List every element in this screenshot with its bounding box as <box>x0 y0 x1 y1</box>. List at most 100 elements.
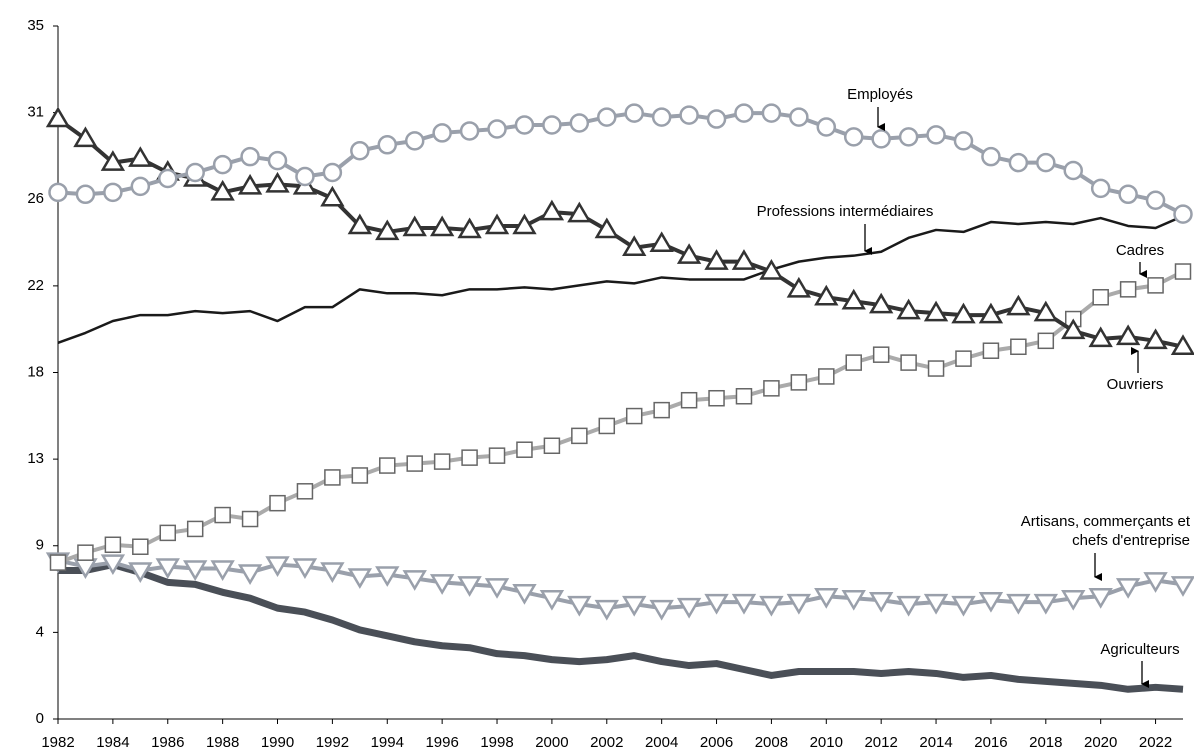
marker <box>926 125 946 145</box>
marker <box>292 558 318 580</box>
marker <box>622 235 647 257</box>
marker <box>73 126 98 148</box>
marker <box>432 123 452 143</box>
x-tick-label: 1994 <box>371 734 404 751</box>
x-tick-label: 1996 <box>425 734 458 751</box>
marker <box>651 107 672 127</box>
marker <box>351 467 369 484</box>
marker <box>265 556 290 578</box>
marker <box>347 213 373 235</box>
marker <box>1033 300 1058 322</box>
marker <box>734 103 754 123</box>
x-tick-label: 1998 <box>480 734 513 751</box>
marker <box>598 417 616 435</box>
marker <box>841 589 866 611</box>
marker <box>763 380 780 397</box>
marker <box>132 538 149 555</box>
x-tick-label: 2016 <box>974 734 1007 751</box>
marker <box>539 589 565 611</box>
marker <box>790 374 808 391</box>
marker <box>379 457 396 474</box>
marker <box>759 595 784 617</box>
series <box>45 106 1194 356</box>
marker <box>896 298 921 320</box>
y-tick-label: 26 <box>27 190 44 207</box>
marker <box>953 131 974 151</box>
x-tick-label: 2014 <box>919 734 952 751</box>
marker <box>269 494 286 512</box>
x-tick-label: 2004 <box>645 734 678 751</box>
marker <box>295 166 315 187</box>
marker <box>488 447 506 464</box>
marker <box>955 350 972 367</box>
marker <box>512 213 537 235</box>
marker <box>49 554 67 571</box>
marker <box>1036 152 1056 173</box>
marker <box>484 578 510 599</box>
marker <box>542 115 562 135</box>
x-tick-label: 1984 <box>96 734 129 751</box>
marker <box>433 453 451 470</box>
marker <box>1006 294 1031 316</box>
marker <box>951 595 976 617</box>
marker <box>1170 576 1194 597</box>
x-tick-label: 2018 <box>1029 734 1062 751</box>
marker <box>320 562 345 583</box>
marker <box>183 560 208 581</box>
marker <box>185 162 205 183</box>
marker <box>868 591 894 613</box>
marker <box>404 131 425 151</box>
marker <box>761 103 782 123</box>
marker <box>1143 572 1168 593</box>
y-tick-label: 31 <box>27 104 44 121</box>
marker <box>484 213 510 235</box>
x-tick-label: 1982 <box>41 734 74 751</box>
marker <box>982 342 1000 359</box>
marker <box>48 182 68 203</box>
annotation: Employés <box>847 86 913 103</box>
annotation: Cadres <box>1116 242 1164 259</box>
marker <box>543 437 561 455</box>
marker <box>158 168 178 189</box>
marker <box>731 593 757 615</box>
marker <box>871 129 891 149</box>
marker <box>237 173 263 195</box>
marker <box>1174 263 1192 280</box>
y-tick-label: 13 <box>27 450 44 467</box>
marker <box>706 109 727 129</box>
marker <box>375 566 400 587</box>
marker <box>514 115 535 135</box>
x-tick-label: 2022 <box>1139 734 1172 751</box>
marker <box>978 302 1004 324</box>
marker <box>210 179 235 201</box>
marker <box>1115 578 1141 599</box>
marker <box>704 593 729 615</box>
marker <box>100 150 126 171</box>
marker <box>1037 332 1055 350</box>
marker <box>457 576 482 597</box>
marker <box>212 154 233 175</box>
marker <box>402 215 427 237</box>
marker <box>516 441 533 458</box>
marker <box>377 135 398 155</box>
marker <box>186 520 204 538</box>
annotation: Professions intermédiaires <box>757 203 934 220</box>
marker <box>457 217 482 239</box>
marker <box>487 119 507 139</box>
marker <box>786 276 812 298</box>
y-tick-label: 22 <box>27 277 44 294</box>
marker <box>77 544 94 561</box>
series <box>48 103 1193 224</box>
marker <box>841 288 866 310</box>
marker <box>159 524 177 542</box>
marker <box>512 584 537 605</box>
marker <box>845 354 862 371</box>
marker <box>214 506 231 524</box>
marker <box>128 562 153 583</box>
marker <box>676 243 702 264</box>
marker <box>1061 318 1086 340</box>
y-tick-label: 9 <box>36 537 44 554</box>
marker <box>210 560 235 581</box>
marker <box>1006 593 1031 615</box>
marker <box>240 146 260 167</box>
